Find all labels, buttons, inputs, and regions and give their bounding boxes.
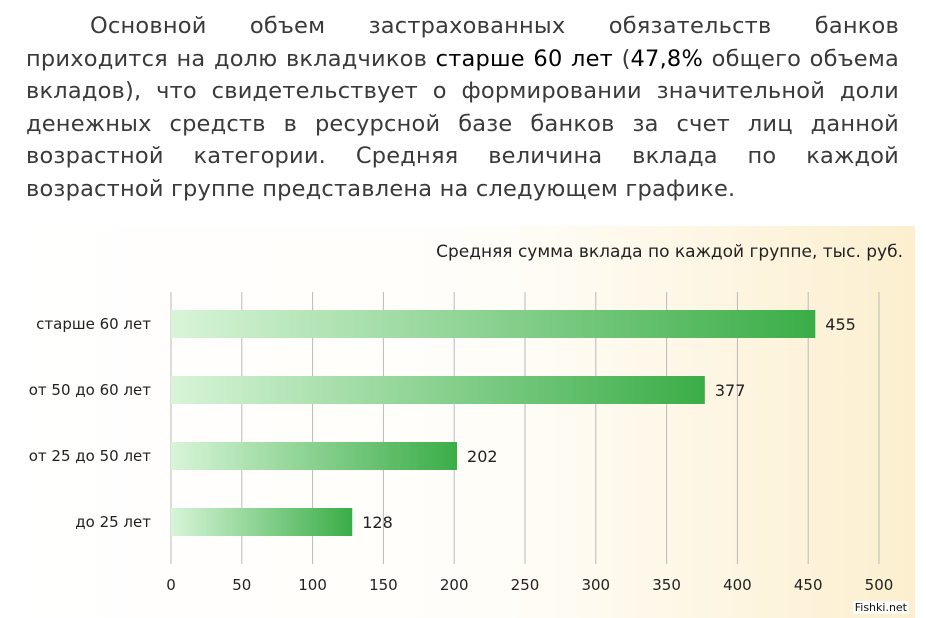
category-label: старше 60 лет — [36, 315, 151, 333]
bar — [171, 508, 353, 536]
x-tick-label: 100 — [298, 576, 327, 594]
intro-paragraph: Основной объем застрахованных обязательс… — [26, 10, 899, 205]
chart-title: Средняя сумма вклада по каждой группе, т… — [436, 242, 903, 262]
x-tick-label: 200 — [440, 576, 469, 594]
bar — [171, 442, 458, 470]
intro-text-1: Основной объем застрахованных обязательс… — [26, 13, 899, 72]
bar-value-label: 455 — [825, 315, 856, 334]
bar-value-label: 128 — [362, 513, 393, 532]
bar — [171, 310, 816, 338]
category-label: от 50 до 60 лет — [29, 381, 152, 399]
x-tick-label: 300 — [581, 576, 610, 594]
x-tick-label: 50 — [232, 576, 251, 594]
bar-chart: Средняя сумма вклада по каждой группе, т… — [29, 242, 903, 594]
watermark: Fishki.net — [852, 601, 909, 614]
intro-text-3: общего объема вкладов), что свидетельств… — [26, 45, 900, 202]
chart-panel: Средняя сумма вклада по каждой группе, т… — [11, 226, 915, 618]
x-axis-ticks: 0 50 100 150 200 250 300 350 400 450 500 — [166, 576, 893, 594]
bar-value-label: 377 — [715, 381, 746, 400]
bar — [171, 376, 705, 404]
x-tick-label: 0 — [166, 576, 176, 594]
x-tick-label: 450 — [794, 576, 823, 594]
x-tick-label: 400 — [723, 576, 752, 594]
bars: старше 60 лет 455 от 50 до 60 лет 377 от 25 … — [29, 310, 856, 536]
bar-value-label: 202 — [467, 447, 498, 466]
x-tick-label: 250 — [511, 576, 540, 594]
intro-highlight-age: старше 60 лет — [435, 45, 613, 72]
intro-highlight-share: 47,8% — [630, 45, 704, 72]
intro-text-2: ( — [612, 45, 631, 72]
x-tick-label: 150 — [369, 576, 398, 594]
x-tick-label: 350 — [652, 576, 681, 594]
x-tick-label: 500 — [865, 576, 894, 594]
category-label: до 25 лет — [75, 513, 151, 531]
category-label: от 25 до 50 лет — [29, 447, 152, 465]
